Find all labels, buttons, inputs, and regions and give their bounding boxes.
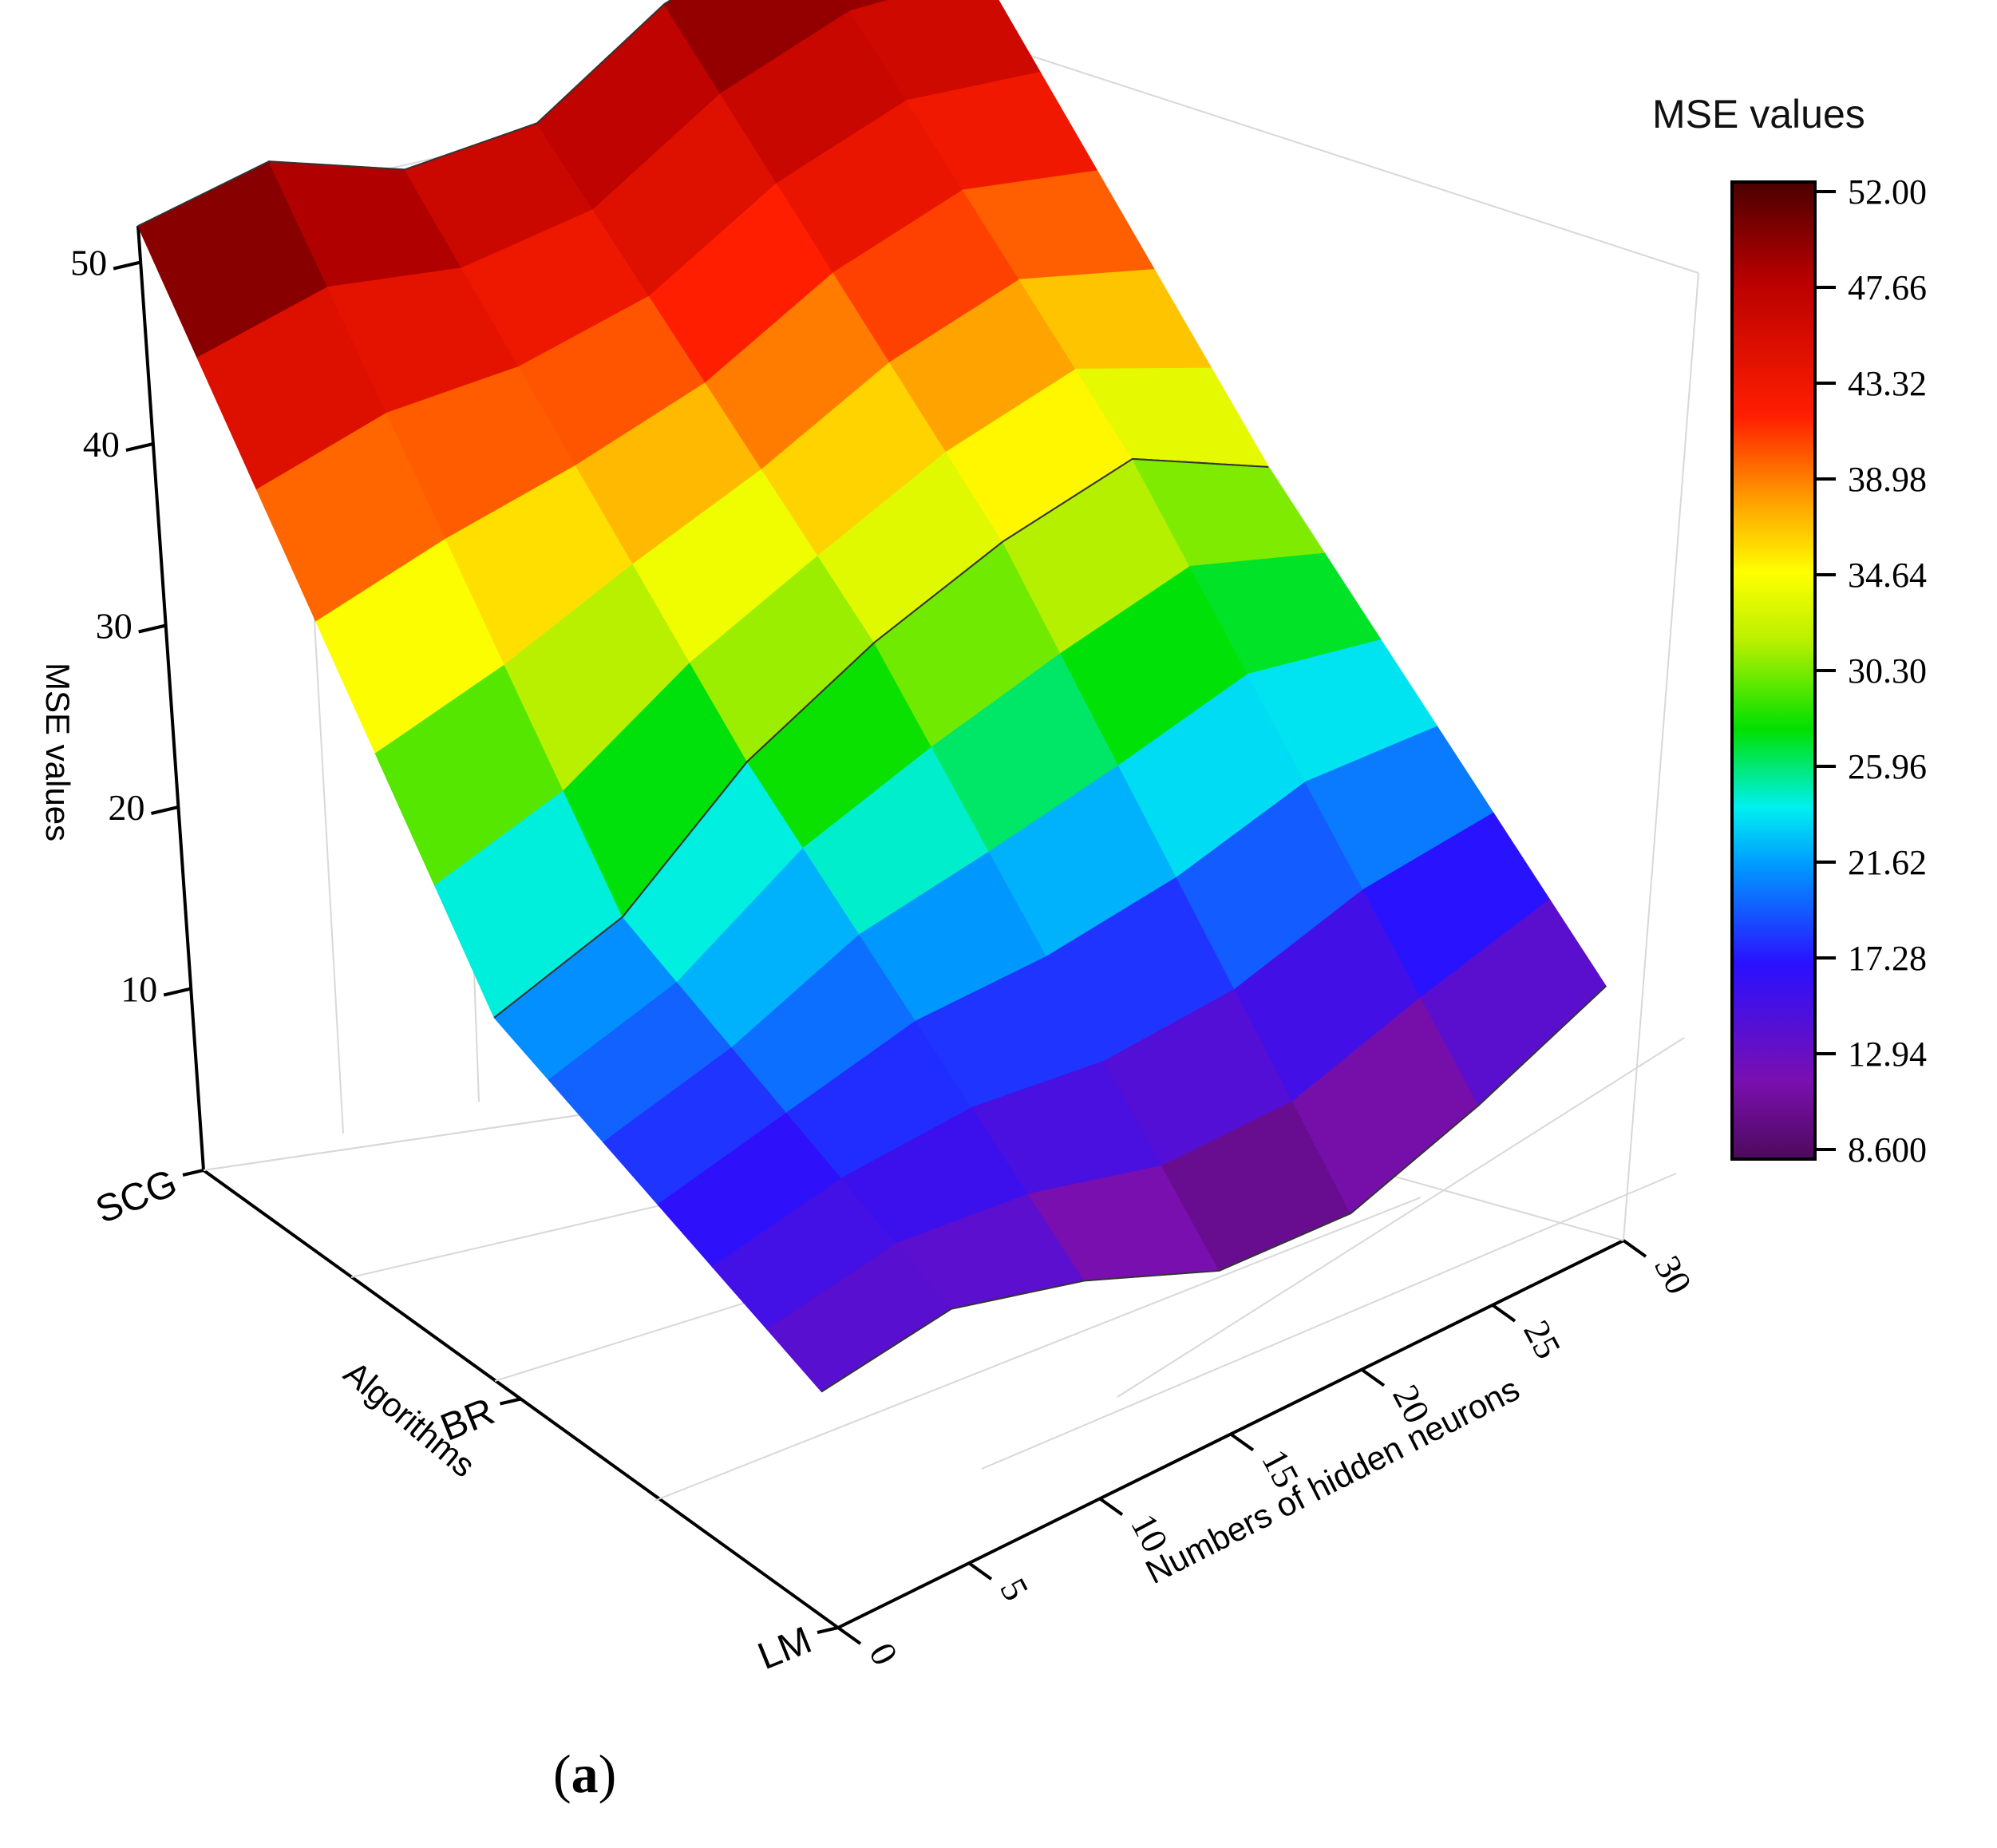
x-tick-mark — [1229, 1432, 1255, 1452]
x-tick-label: 0 — [861, 1636, 906, 1672]
colorbar-tick-label: 12.94 — [1848, 1035, 1927, 1074]
colorbar-tick-label: 25.96 — [1848, 747, 1927, 786]
colorbar-tick-label: 43.32 — [1848, 364, 1927, 403]
z-tick-mark — [163, 987, 192, 997]
panel-label: (a) — [553, 1743, 616, 1804]
colorbar-tick-label: 34.64 — [1848, 556, 1927, 595]
x-tick-mark — [836, 1626, 862, 1645]
z-axis-label: MSE values — [39, 663, 77, 841]
x-tick-label: 5 — [992, 1572, 1037, 1607]
panel-label-letter: a — [571, 1743, 599, 1804]
colorbar-tick-label: 17.28 — [1848, 939, 1927, 978]
colorbar-tick-label: 38.98 — [1848, 460, 1927, 499]
colorbar-tick-label: 21.62 — [1848, 843, 1927, 882]
colorbar-gradient — [1730, 180, 1817, 1161]
y-tick-mark — [182, 1169, 204, 1177]
y-tick-label: SCG — [90, 1161, 183, 1232]
y-tick-label: LM — [752, 1619, 817, 1678]
colorbar-tick-label: 52.00 — [1848, 172, 1927, 212]
surface-band-br-lm — [493, 457, 1607, 1393]
colorbar-ticks: 52.00 47.66 43.32 38.98 34.64 30.30 25.96 21.62… — [1815, 172, 1927, 1169]
x-tick-mark — [1098, 1497, 1124, 1516]
panel-label-close: ) — [599, 1743, 617, 1804]
z-tick-label: 50 — [70, 243, 107, 283]
z-tick-mark — [151, 805, 179, 815]
y-tick-mark — [817, 1626, 839, 1634]
x-axis-label: Numbers of hidden neurons — [1140, 1370, 1525, 1591]
surface-layers — [137, 0, 1607, 1393]
colorbar-tick-label: 30.30 — [1848, 651, 1927, 691]
panel-label-open: ( — [553, 1743, 571, 1804]
surface-edge-lm — [821, 985, 1607, 1393]
y-tick-mark — [500, 1397, 521, 1406]
colorbar-tick-label: 47.66 — [1848, 268, 1927, 307]
z-axis: 10 20 30 40 50 — [70, 243, 192, 1010]
x-tick-mark — [1622, 1239, 1647, 1258]
z-tick-label: 30 — [96, 606, 132, 647]
surface-edge-br — [493, 457, 1269, 1019]
surface-edge-scg — [137, 0, 673, 227]
z-tick-label: 20 — [108, 787, 144, 828]
colorbar-tick-label: 8.600 — [1848, 1130, 1927, 1169]
z-tick-label: 40 — [83, 424, 120, 465]
z-tick-mark — [125, 442, 154, 452]
z-tick-mark — [138, 623, 167, 634]
x-tick-mark — [967, 1561, 993, 1581]
x-tick-mark — [1360, 1368, 1386, 1387]
z-tick-label: 10 — [121, 969, 157, 1010]
x-tick-label: 25 — [1516, 1314, 1569, 1366]
colorbar: MSE values 52.00 47.66 43.32 38.98 34.64 30.3… — [1652, 92, 1927, 1169]
z-tick-mark — [113, 260, 141, 271]
colorbar-title: MSE values — [1652, 92, 1865, 137]
surface-band-scg-br — [137, 0, 1270, 1019]
x-tick-label: 30 — [1647, 1249, 1700, 1301]
x-tick-mark — [1491, 1304, 1517, 1323]
